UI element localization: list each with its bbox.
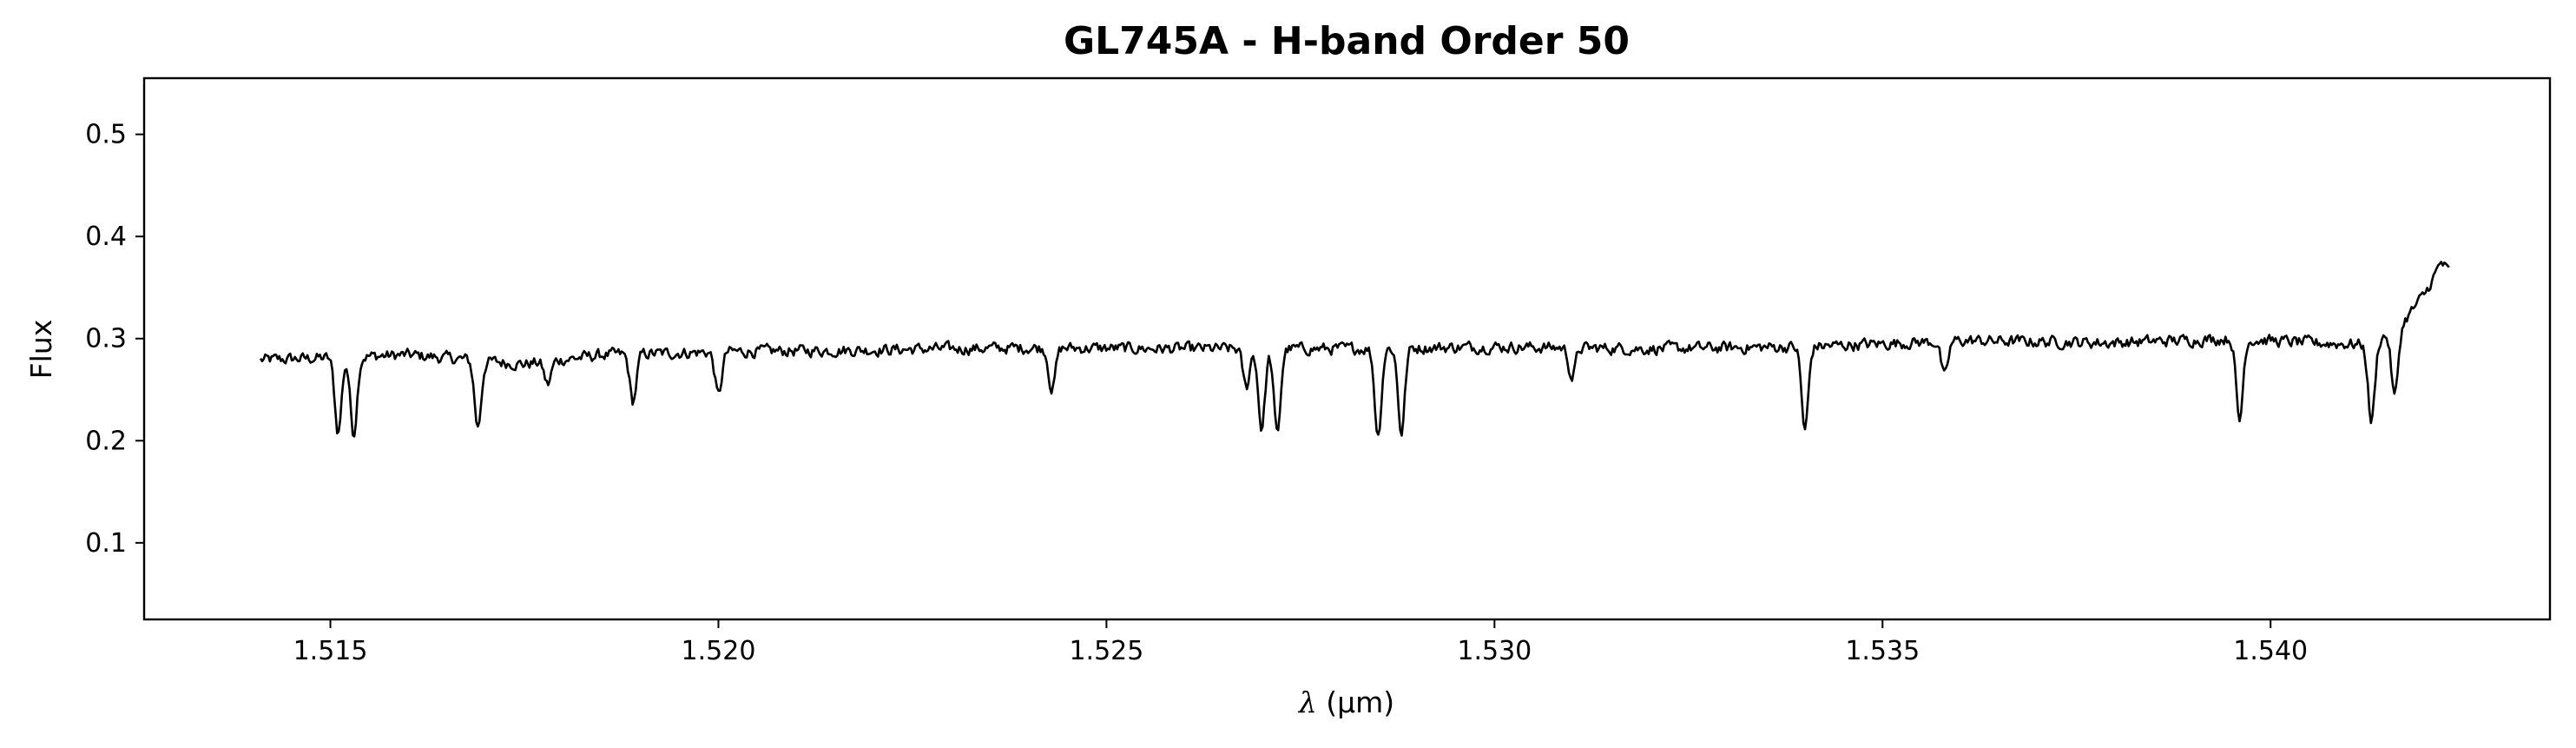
x-axis-label-unit: (μm) xyxy=(1326,685,1394,719)
x-tick-label: 1.535 xyxy=(1845,636,1920,666)
y-tick-label: 0.5 xyxy=(85,120,127,150)
x-axis-label: λ (μm) xyxy=(1297,685,1394,719)
x-tick-label: 1.515 xyxy=(293,636,368,666)
spectrum-line xyxy=(259,261,2450,438)
x-tick-label: 1.520 xyxy=(682,636,756,666)
x-tick-label: 1.540 xyxy=(2233,636,2308,666)
x-tick-label: 1.530 xyxy=(1457,636,1532,666)
y-tick-label: 0.2 xyxy=(85,426,127,456)
x-axis-label-symbol: λ xyxy=(1297,685,1317,719)
y-axis-label: Flux xyxy=(24,320,58,380)
x-tick-label: 1.525 xyxy=(1069,636,1143,666)
plot-area xyxy=(142,76,2552,621)
plot-frame xyxy=(142,76,2552,621)
y-axis: 0.1 0.2 0.3 0.4 0.5 xyxy=(85,120,144,559)
chart-title: GL745A - H-band Order 50 xyxy=(1064,19,1630,63)
y-tick-label: 0.4 xyxy=(85,222,127,252)
y-tick-label: 0.1 xyxy=(85,528,127,559)
x-axis: 1.515 1.520 1.525 1.530 1.535 1.540 xyxy=(293,619,2308,666)
y-tick-label: 0.3 xyxy=(85,324,127,354)
